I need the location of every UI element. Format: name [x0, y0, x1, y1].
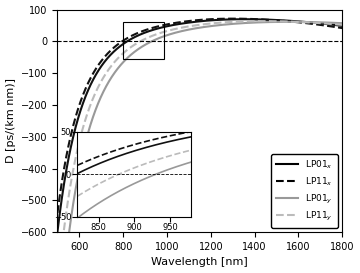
Legend: LP01$_x$, LP11$_x$, LP01$_y$, LP11$_y$: LP01$_x$, LP11$_x$, LP01$_y$, LP11$_y$	[271, 154, 338, 228]
X-axis label: Wavelength [nm]: Wavelength [nm]	[152, 257, 248, 268]
Y-axis label: D [ps/(km nm)]: D [ps/(km nm)]	[5, 78, 15, 163]
Bar	[123, 22, 164, 59]
